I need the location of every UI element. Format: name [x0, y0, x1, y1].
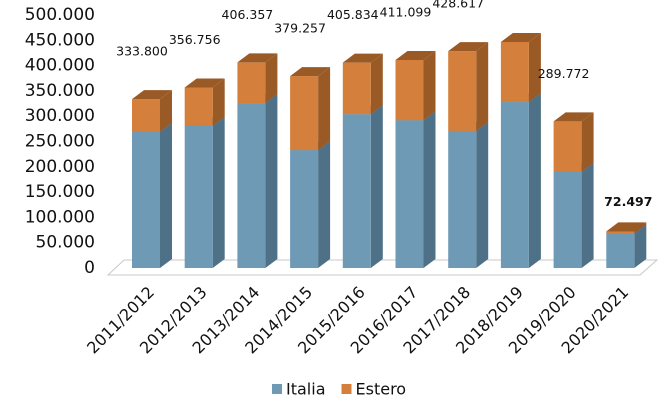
legend-swatch — [341, 384, 352, 394]
y-tick-label: 300.000 — [25, 106, 95, 126]
bar-side — [160, 90, 172, 132]
bar-top — [553, 112, 594, 122]
bar-side — [318, 141, 331, 268]
y-tick-label: 50.000 — [36, 233, 95, 253]
bar-top — [342, 53, 383, 63]
bar-side — [476, 42, 489, 131]
bar — [606, 231, 635, 234]
y-tick-label: 0 — [84, 258, 95, 278]
bar-side — [160, 122, 172, 268]
bar-side — [528, 32, 541, 103]
total-label: 333.800 — [116, 44, 168, 59]
total-label: 289.772 — [538, 66, 590, 81]
bar-top — [184, 78, 225, 88]
y-tick-label: 200.000 — [25, 157, 95, 177]
bar — [553, 171, 582, 268]
bar — [184, 125, 213, 269]
bar — [342, 114, 371, 269]
total-label: 411.099 — [380, 4, 432, 19]
y-tick-label: 100.000 — [25, 207, 95, 227]
total-label: 72.497 — [604, 194, 652, 209]
bar-side — [581, 162, 594, 268]
bar-top — [237, 53, 278, 63]
bar — [500, 41, 529, 103]
bar — [500, 102, 529, 268]
total-label: 356.756 — [169, 32, 221, 47]
bar-top — [395, 50, 436, 60]
bar-side — [476, 121, 489, 269]
bar-side — [212, 78, 225, 126]
total-label: 405.834 — [327, 7, 379, 22]
bar — [184, 87, 213, 126]
bar-top — [448, 42, 489, 52]
bar — [290, 150, 319, 268]
y-tick-label: 350.000 — [25, 81, 95, 101]
bar-top — [606, 222, 647, 232]
bar — [606, 233, 635, 268]
bar-side — [634, 222, 647, 234]
bar — [448, 51, 477, 131]
bar — [237, 62, 266, 104]
bar-side — [423, 111, 436, 268]
bar — [342, 62, 371, 115]
y-tick-label: 250.000 — [25, 132, 95, 152]
bar-top — [132, 90, 172, 100]
bar-side — [581, 112, 594, 172]
bar-side — [634, 224, 647, 268]
bar-side — [265, 94, 278, 268]
y-tick-label: 400.000 — [25, 56, 95, 76]
bar-top — [500, 32, 541, 42]
bar — [132, 131, 160, 268]
bar — [237, 103, 266, 268]
y-tick-label: 150.000 — [25, 182, 95, 202]
bar-side — [528, 93, 541, 268]
total-label: 428.617 — [432, 0, 484, 11]
legend-label: Estero — [356, 380, 407, 399]
legend-swatch — [272, 384, 282, 394]
legend-label: Italia — [286, 380, 326, 399]
bar-side — [265, 53, 278, 104]
total-label: 446.674 — [485, 0, 537, 1]
bar — [448, 130, 477, 268]
total-label: 379.257 — [274, 21, 326, 36]
bar — [395, 59, 424, 121]
bar — [395, 120, 424, 268]
y-tick-label: 450.000 — [25, 30, 95, 50]
bar-side — [212, 116, 225, 269]
y-tick-label: 500.000 — [25, 5, 95, 25]
bar — [553, 121, 582, 172]
bar — [132, 99, 160, 132]
bar-side — [370, 53, 383, 115]
total-label: 406.357 — [222, 7, 274, 22]
bar-side — [370, 105, 383, 269]
bar-side — [423, 50, 436, 121]
bar-side — [318, 67, 331, 151]
bar — [290, 76, 319, 151]
bar-top — [290, 67, 331, 77]
